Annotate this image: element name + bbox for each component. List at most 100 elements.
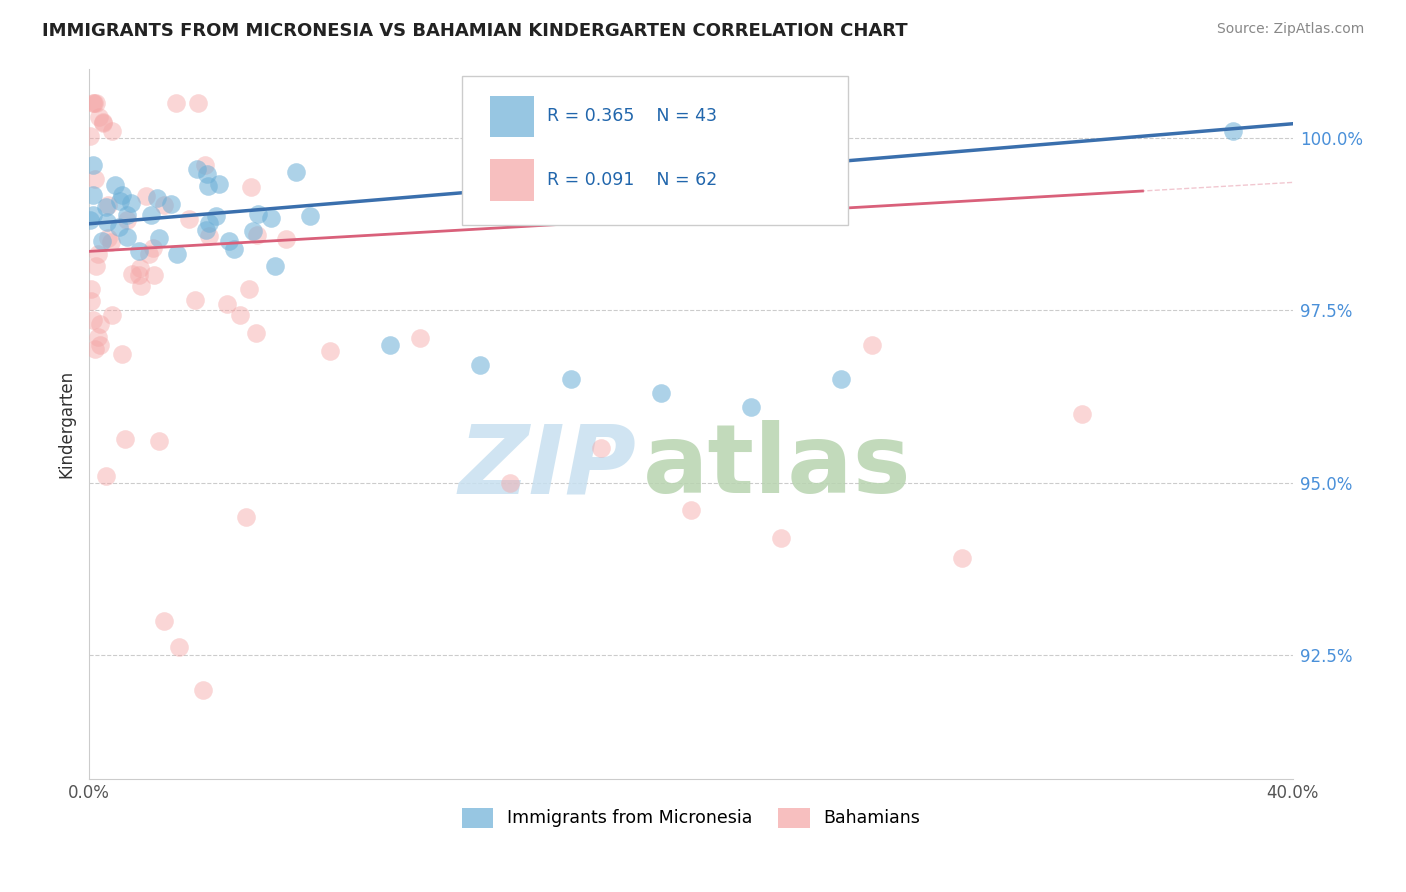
Point [217,297,239,311]
Point [91,234,114,248]
Point [499,475,522,490]
Point [198,216,221,230]
Point [186,162,208,177]
Point [222,242,245,256]
Point [94,469,117,483]
Point [260,211,283,226]
Point [184,293,207,307]
Point [143,268,166,282]
Point [94,201,117,215]
Point [378,337,401,351]
Point [83,95,105,110]
FancyBboxPatch shape [489,160,534,202]
Point [560,372,582,386]
Point [205,209,228,223]
Point [218,235,240,249]
Point [195,223,218,237]
Point [770,531,793,545]
Point [114,432,136,446]
Point [167,640,190,654]
Point [194,158,217,172]
Point [84,260,107,274]
Point [91,115,114,129]
Point [153,197,176,211]
Point [235,510,257,524]
Point [179,211,201,226]
Point [120,196,142,211]
Point [246,207,269,221]
Point [97,230,120,244]
Point [138,247,160,261]
Point [79,213,101,227]
Point [208,178,231,192]
Point [679,503,702,517]
Point [860,337,883,351]
Point [111,347,134,361]
Point [284,165,307,179]
Point [80,293,103,308]
Text: atlas: atlas [643,420,911,513]
Point [193,682,215,697]
Point [82,208,104,222]
Point [589,441,612,455]
Point [87,247,110,261]
Point [195,167,218,181]
Point [1222,123,1244,137]
Point [115,208,138,222]
Point [82,188,104,202]
Point [187,95,209,110]
Point [153,614,176,628]
Point [79,282,101,296]
Point [100,235,122,249]
Point [740,400,762,414]
Point [229,308,252,322]
Point [146,191,169,205]
Point [84,342,107,356]
Point [129,279,152,293]
Y-axis label: Kindergarten: Kindergarten [58,370,75,478]
Point [84,95,107,110]
Point [1071,407,1094,421]
Point [197,179,219,194]
Point [299,210,322,224]
Text: R = 0.365    N = 43: R = 0.365 N = 43 [547,107,717,125]
Point [87,110,110,124]
FancyBboxPatch shape [463,76,848,225]
Point [135,189,157,203]
Point [240,180,263,194]
Point [160,197,183,211]
Point [264,260,287,274]
Point [274,232,297,246]
Text: Source: ZipAtlas.com: Source: ZipAtlas.com [1216,22,1364,37]
Point [238,282,260,296]
Point [97,198,120,212]
Point [89,338,111,352]
Point [409,331,432,345]
Point [242,224,264,238]
Text: R = 0.091    N = 62: R = 0.091 N = 62 [547,171,717,189]
Point [166,247,188,261]
Legend: Immigrants from Micronesia, Bahamians: Immigrants from Micronesia, Bahamians [454,801,927,835]
Point [110,194,132,208]
Point [91,115,114,129]
Point [128,268,150,282]
Point [101,308,124,322]
Point [101,124,124,138]
Point [148,434,170,448]
Point [115,213,138,227]
Point [319,344,342,359]
Point [148,231,170,245]
Point [111,188,134,202]
Point [830,372,852,386]
Point [165,95,187,110]
Point [650,385,672,400]
Point [139,208,162,222]
Point [121,268,143,282]
Point [115,229,138,244]
Text: ZIP: ZIP [458,420,637,513]
Point [245,326,267,341]
Text: IMMIGRANTS FROM MICRONESIA VS BAHAMIAN KINDERGARTEN CORRELATION CHART: IMMIGRANTS FROM MICRONESIA VS BAHAMIAN K… [42,22,908,40]
Point [82,313,104,327]
Point [950,551,973,566]
Point [470,358,492,372]
